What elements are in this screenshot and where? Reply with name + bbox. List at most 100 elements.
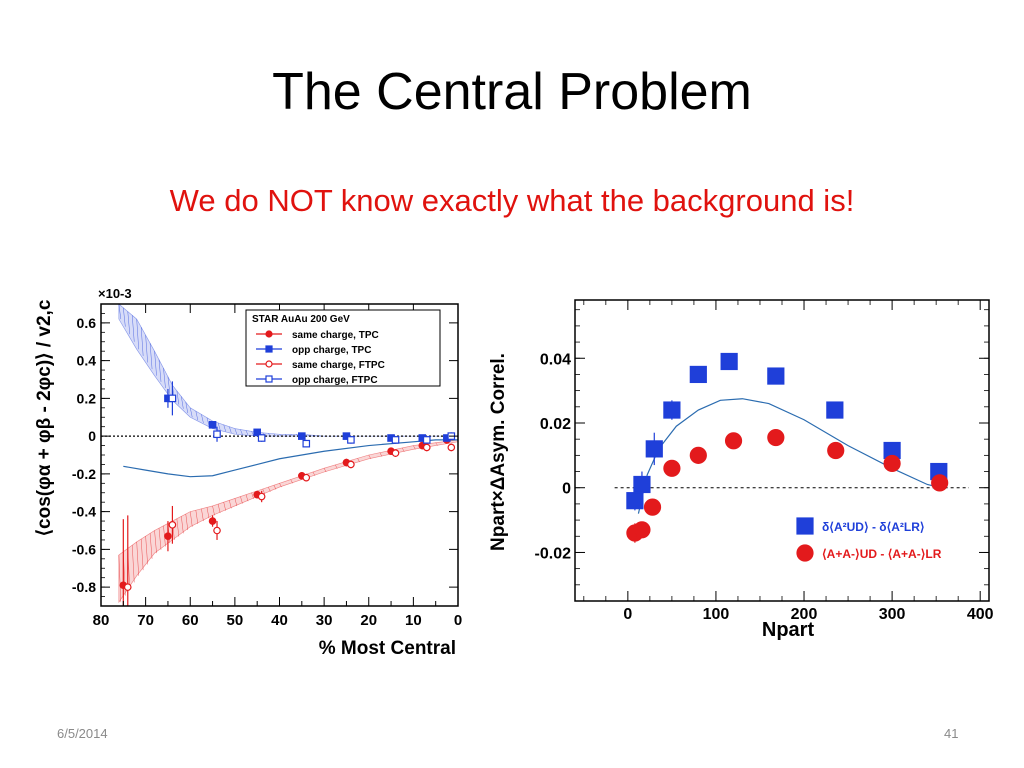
band-hatch <box>127 311 131 335</box>
band-hatch <box>158 359 162 382</box>
band-hatch <box>335 464 338 469</box>
band-hatch <box>273 433 277 437</box>
data-point <box>347 436 355 444</box>
right-chart-y-label: Npart×ΔAsym. Correl. <box>488 353 509 551</box>
right-chart-points <box>626 352 949 543</box>
band-hatch <box>181 396 184 409</box>
band-hatch <box>312 471 316 476</box>
y-tick-label: -0.4 <box>72 504 96 520</box>
y-tick-label: -0.2 <box>72 466 96 482</box>
left-chart-model-curve <box>123 439 458 478</box>
data-point <box>208 421 217 429</box>
legend-marker <box>265 375 273 383</box>
data-point <box>257 434 266 442</box>
y-tick-label: -0.02 <box>535 545 572 562</box>
band-hatch <box>149 343 153 370</box>
y-tick-label: -0.6 <box>72 541 96 557</box>
data-point <box>689 365 707 384</box>
right-chart-legend: δ⟨A²UD⟩ - δ⟨A²LR⟩ ⟨A+A-⟩UD - ⟨A+A-⟩LR <box>796 517 942 562</box>
band-hatch <box>149 533 153 559</box>
band-hatch <box>229 426 232 433</box>
band-hatch <box>368 454 371 459</box>
data-point <box>626 492 644 510</box>
x-tick-label: 0 <box>454 612 462 629</box>
band-hatch <box>154 530 157 554</box>
slide-title: The Central Problem <box>272 63 752 121</box>
band-hatch <box>212 505 215 516</box>
band-hatch <box>158 528 162 550</box>
x-tick-label: 30 <box>316 612 333 629</box>
left-chart-y-label: ⟨cos(φα + φβ - 2φc)⟩ / v2,c <box>34 299 55 536</box>
data-point <box>883 454 901 473</box>
x-tick-label: 400 <box>967 606 994 623</box>
data-point <box>826 401 844 419</box>
slide-subtitle: We do NOT know exactly what the backgrou… <box>169 183 855 218</box>
band-hatch <box>176 390 180 405</box>
band-hatch <box>251 431 254 436</box>
x-tick-label: 10 <box>405 612 422 629</box>
band-hatch <box>136 541 139 576</box>
legend-label: same charge, TPC <box>292 330 379 341</box>
data-point <box>643 498 662 516</box>
data-point <box>391 436 400 444</box>
legend-title: STAR AuAu 200 GeV <box>252 314 350 325</box>
band-hatch <box>118 555 122 603</box>
band-hatch <box>206 417 210 426</box>
legend-label: ⟨A+A-⟩UD - ⟨A+A-⟩LR <box>822 547 942 561</box>
x-tick-label: 40 <box>271 612 288 629</box>
legend-label: same charge, FTPC <box>292 360 385 371</box>
band-hatch <box>217 504 221 514</box>
band-hatch <box>245 430 249 436</box>
y-tick-label: 0 <box>88 428 96 444</box>
band-hatch <box>195 411 199 421</box>
y-tick-label: -0.8 <box>72 579 96 595</box>
x-tick-label: 50 <box>227 612 244 629</box>
x-tick-label: 0 <box>623 606 632 623</box>
data-point <box>164 532 172 540</box>
data-point <box>302 473 311 482</box>
data-point <box>213 526 221 535</box>
data-point <box>422 443 431 452</box>
band-hatch <box>251 492 254 499</box>
data-point <box>827 441 845 460</box>
band-hatch <box>206 507 210 519</box>
band-hatch <box>234 428 238 435</box>
footer-date: 6/5/2014 <box>57 726 108 741</box>
y-tick-label: 0.4 <box>77 353 97 369</box>
band-hatch <box>185 513 189 531</box>
legend-label: opp charge, TPC <box>292 345 371 356</box>
data-point <box>645 440 663 458</box>
data-point <box>391 449 400 457</box>
x-tick-label: 300 <box>879 606 906 623</box>
band-hatch <box>163 368 166 389</box>
legend-label: δ⟨A²UD⟩ - δ⟨A²LR⟩ <box>822 520 925 534</box>
band-hatch <box>176 518 180 537</box>
left-chart-legend: STAR AuAu 200 GeV same charge, TPC opp ch… <box>245 309 441 387</box>
band-hatch <box>190 407 193 418</box>
left-chart-points <box>119 381 456 606</box>
band-hatch <box>401 447 405 452</box>
band-hatch <box>290 434 293 437</box>
band-hatch <box>240 496 243 504</box>
band-hatch <box>145 335 148 363</box>
data-point <box>767 428 785 447</box>
band-hatch <box>195 510 199 524</box>
band-hatch <box>181 516 184 534</box>
band-hatch <box>435 442 438 446</box>
data-point <box>422 436 431 444</box>
data-point <box>720 352 738 371</box>
band-hatch <box>268 486 271 492</box>
band-hatch <box>357 458 360 463</box>
data-point <box>302 439 311 448</box>
band-hatch <box>323 468 327 473</box>
band-hatch <box>118 303 122 320</box>
data-point <box>168 394 177 403</box>
data-point <box>447 443 456 452</box>
band-hatch <box>190 511 193 527</box>
x-tick-label: 200 <box>791 606 818 623</box>
slide-number: 41 <box>944 726 959 741</box>
band-hatch <box>201 414 204 423</box>
x-tick-label: 20 <box>360 612 377 629</box>
data-point <box>253 428 261 437</box>
